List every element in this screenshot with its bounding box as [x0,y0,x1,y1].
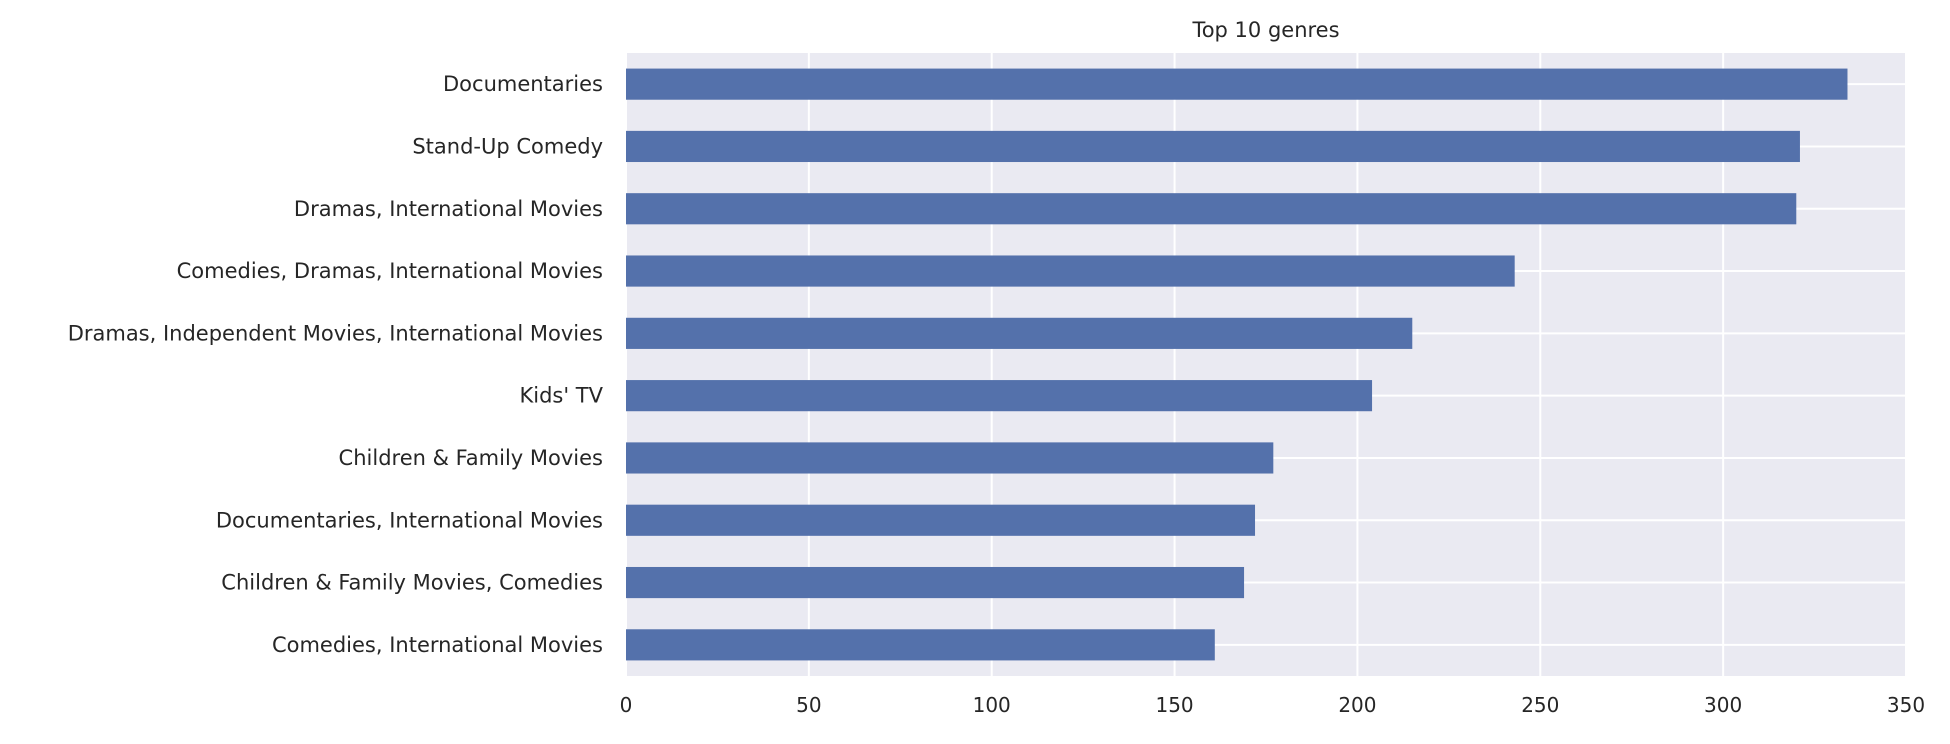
y-tick-label: Documentaries, International Movies [216,508,603,532]
chart-title: Top 10 genres [1191,18,1339,42]
y-tick-labels: Comedies, International Movies Children &… [68,72,604,657]
y-tick-label: Children & Family Movies, Comedies [221,571,603,595]
bar [626,130,1800,163]
bar [626,317,1413,349]
y-tick-label: Kids' TV [519,384,603,408]
x-tick-label: 200 [1338,693,1376,717]
bar [626,629,1215,661]
y-tick-label: Dramas, Independent Movies, Internationa… [68,321,603,345]
bar [626,255,1515,287]
x-tick-label: 150 [1155,693,1193,717]
y-tick-label: Dramas, International Movies [294,197,603,221]
x-tick-label: 0 [620,693,633,717]
y-tick-label: Stand-Up Comedy [412,134,603,158]
bars [626,68,1848,661]
x-tick-label: 250 [1521,693,1559,717]
x-tick-labels: 0 50 100 150 200 250 300 350 [620,693,1925,717]
bar [626,566,1245,599]
bar [626,193,1797,225]
bar [626,68,1848,100]
x-tick-label: 50 [796,693,821,717]
bar [626,442,1274,474]
bar [626,504,1256,536]
x-tick-label: 350 [1887,693,1925,717]
y-tick-label: Children & Family Movies [339,446,603,470]
x-tick-label: 300 [1704,693,1742,717]
y-tick-label: Comedies, International Movies [272,633,603,657]
y-tick-label: Documentaries [443,72,603,96]
bar [626,380,1373,412]
x-tick-label: 100 [973,693,1011,717]
y-tick-label: Comedies, Dramas, International Movies [177,259,603,283]
